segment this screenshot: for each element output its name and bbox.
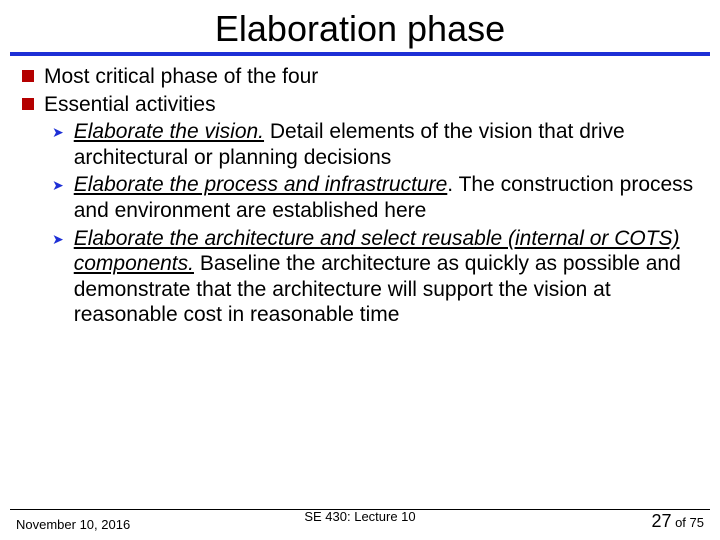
arrow-bullet-icon: ➤: [52, 177, 64, 194]
emphasis-text: Elaborate the process and infrastructure: [74, 173, 448, 196]
bullet-text: Most critical phase of the four: [44, 64, 318, 90]
sub-bullets: ➤ Elaborate the vision. Detail elements …: [22, 119, 698, 328]
slide: Elaboration phase Most critical phase of…: [0, 0, 720, 540]
bullet-level2: ➤ Elaborate the process and infrastructu…: [52, 172, 698, 223]
bullet-level1: Essential activities: [22, 92, 698, 118]
bullet-level2: ➤ Elaborate the vision. Detail elements …: [52, 119, 698, 170]
footer-page: 27 of 75: [651, 511, 704, 532]
title-underline: [10, 52, 710, 56]
bullet-level2: ➤ Elaborate the architecture and select …: [52, 226, 698, 328]
bullet-text: Essential activities: [44, 92, 216, 118]
bullet-text: Elaborate the process and infrastructure…: [74, 172, 698, 223]
bullet-level1: Most critical phase of the four: [22, 64, 698, 90]
square-bullet-icon: [22, 70, 34, 82]
footer: November 10, 2016 SE 430: Lecture 10 27 …: [0, 511, 720, 532]
bullet-text: Elaborate the vision. Detail elements of…: [74, 119, 698, 170]
slide-title: Elaboration phase: [0, 0, 720, 52]
emphasis-text: Elaborate the vision.: [74, 120, 264, 143]
page-total: of 75: [671, 515, 704, 530]
footer-course: SE 430: Lecture 10: [304, 509, 415, 524]
content-area: Most critical phase of the four Essentia…: [0, 64, 720, 328]
arrow-bullet-icon: ➤: [52, 124, 64, 141]
page-current: 27: [651, 511, 671, 531]
footer-date: November 10, 2016: [16, 517, 130, 532]
arrow-bullet-icon: ➤: [52, 231, 64, 248]
square-bullet-icon: [22, 98, 34, 110]
bullet-text: Elaborate the architecture and select re…: [74, 226, 698, 328]
